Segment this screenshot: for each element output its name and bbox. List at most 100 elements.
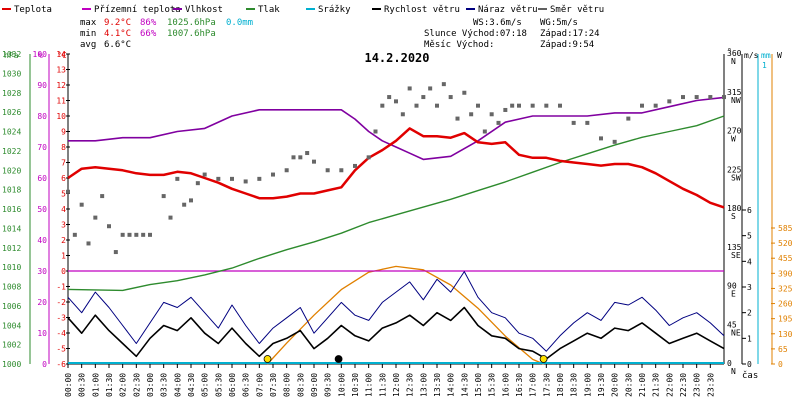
direction-label: N	[731, 367, 736, 376]
temperature-tick: 11	[56, 97, 66, 106]
time-tick: 03:00	[146, 373, 155, 397]
moonrise-info: Měsíc Východ:	[424, 40, 494, 50]
time-tick: 01:00	[91, 373, 100, 397]
wind-direction-point	[681, 95, 685, 100]
stats-block: max 9.2°C 86% 1025.6hPa 0.0mm min 4.1°C …	[80, 18, 600, 50]
sunset-info: Západ:17:24	[540, 29, 600, 39]
pressure-tick: 1002	[2, 341, 21, 350]
windspeed-tick: 4	[747, 257, 752, 266]
wind-direction-point	[640, 103, 644, 108]
wind-direction-point	[79, 202, 84, 207]
pressure-tick: 1020	[2, 166, 21, 175]
wind-direction-point	[175, 176, 180, 181]
time-tick: 11:30	[378, 373, 387, 397]
direction-tick: 0	[727, 359, 732, 368]
time-tick: 09:30	[324, 373, 333, 397]
max-hum: 86%	[140, 18, 157, 28]
avg-label: avg	[80, 40, 96, 50]
time-tick: 08:00	[283, 373, 292, 397]
wind-direction-point	[284, 168, 289, 173]
sunset-marker	[539, 355, 548, 363]
wind-direction-point	[626, 116, 631, 121]
wind-direction-point	[271, 172, 275, 177]
wind-direction-point	[571, 120, 576, 125]
humidity-tick: 90	[37, 81, 47, 90]
wind-direction-point	[373, 129, 378, 134]
wind-direction-point	[339, 168, 344, 173]
moonset-marker	[334, 355, 343, 363]
wind-direction-point	[107, 224, 111, 229]
time-tick: 21:30	[652, 373, 661, 397]
temperature-tick: 6	[61, 174, 66, 183]
temperature-unit: °C	[57, 51, 67, 60]
temperature-tick: 14	[56, 50, 66, 59]
humidity-tick: 80	[37, 112, 47, 121]
wind-direction-point	[441, 82, 446, 87]
pressure-unit: hPa	[4, 51, 19, 60]
humidity-tick: 60	[37, 174, 47, 183]
wind-direction-point	[387, 95, 392, 100]
chart-title: 14.2.2020	[364, 51, 429, 65]
wind-direction-point	[394, 99, 398, 104]
radiation-tick: 65	[778, 345, 788, 354]
min-hum: 66%	[140, 29, 157, 39]
time-tick: 21:00	[638, 373, 647, 397]
pressure-tick: 1018	[2, 186, 21, 195]
time-tick: 04:30	[187, 373, 196, 397]
wind-gust-info: WG:5m/s	[540, 18, 578, 28]
temperature-tick: 8	[61, 143, 66, 152]
wind-direction-point	[612, 139, 617, 144]
sunrise-marker	[263, 355, 272, 363]
direction-tick: 180	[727, 204, 742, 213]
wind-direction-point	[161, 194, 166, 199]
time-tick: 08:30	[296, 373, 305, 397]
pressure-tick: 1014	[2, 224, 21, 233]
humidity-tick: 30	[37, 267, 47, 276]
wind-direction-point	[66, 189, 70, 194]
avg-temp: 6.6°C	[104, 40, 131, 50]
time-tick: 13:00	[419, 373, 428, 397]
wind-direction-point	[305, 151, 310, 156]
windspeed-tick: 1	[747, 334, 752, 343]
wind-direction-point	[694, 95, 699, 100]
wind-direction-point	[435, 103, 439, 108]
pressure-tick: 1012	[2, 244, 21, 253]
legend-label: Srážky	[318, 5, 351, 15]
pressure-tick: 1004	[2, 321, 21, 330]
radiation-unit: W	[777, 51, 782, 60]
time-tick: 10:30	[351, 373, 360, 397]
max-press: 1025.6hPa	[167, 18, 216, 28]
time-tick: 00:30	[78, 373, 87, 397]
wind-direction-point	[134, 232, 139, 237]
wind-direction-point	[421, 95, 426, 100]
temperature-tick: -1	[56, 283, 66, 292]
time-tick: 15:00	[474, 373, 483, 397]
humidity-tick: 20	[37, 298, 47, 307]
wind-direction-point	[476, 103, 480, 108]
axes: hPa% °C ° m/s mm W100010021004100610081010101…	[2, 47, 793, 397]
temperature-tick: 1	[61, 252, 66, 261]
rain-tick: 1	[762, 61, 767, 70]
direction-label: SE	[731, 251, 741, 260]
wind-direction-point	[482, 129, 487, 134]
windspeed-tick: 5	[747, 232, 752, 241]
wind-direction-point	[708, 95, 713, 100]
wind-direction-point	[558, 103, 562, 108]
radiation-tick: 195	[778, 315, 793, 324]
legend-label: Tlak	[258, 5, 280, 15]
min-press: 1007.6hPa	[167, 29, 216, 39]
wind-direction-point	[530, 103, 535, 108]
time-tick: 17:00	[529, 373, 538, 397]
wind-gust-line	[67, 271, 725, 352]
wind-direction-point	[407, 86, 412, 91]
pressure-tick: 1006	[2, 302, 21, 311]
time-tick: 16:00	[501, 373, 510, 397]
pressure-tick: 1016	[2, 205, 21, 214]
wind-direction-point	[455, 116, 460, 121]
pressure-tick: 1026	[2, 108, 21, 117]
time-tick: 15:30	[488, 373, 497, 397]
radiation-line	[267, 265, 544, 365]
wind-direction-point	[428, 86, 433, 91]
wind-direction-point	[722, 95, 726, 100]
time-tick: 07:00	[255, 373, 264, 397]
